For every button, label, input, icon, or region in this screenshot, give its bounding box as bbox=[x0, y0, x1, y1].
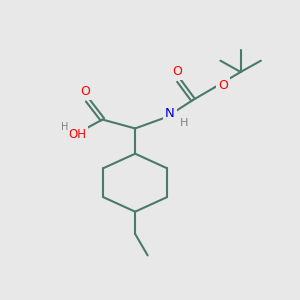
Text: O: O bbox=[172, 65, 182, 78]
Text: O: O bbox=[80, 85, 90, 98]
Text: H: H bbox=[179, 118, 188, 128]
Text: N: N bbox=[165, 107, 175, 120]
Text: H: H bbox=[61, 122, 68, 132]
Text: O: O bbox=[218, 79, 228, 92]
Text: OH: OH bbox=[68, 128, 86, 142]
